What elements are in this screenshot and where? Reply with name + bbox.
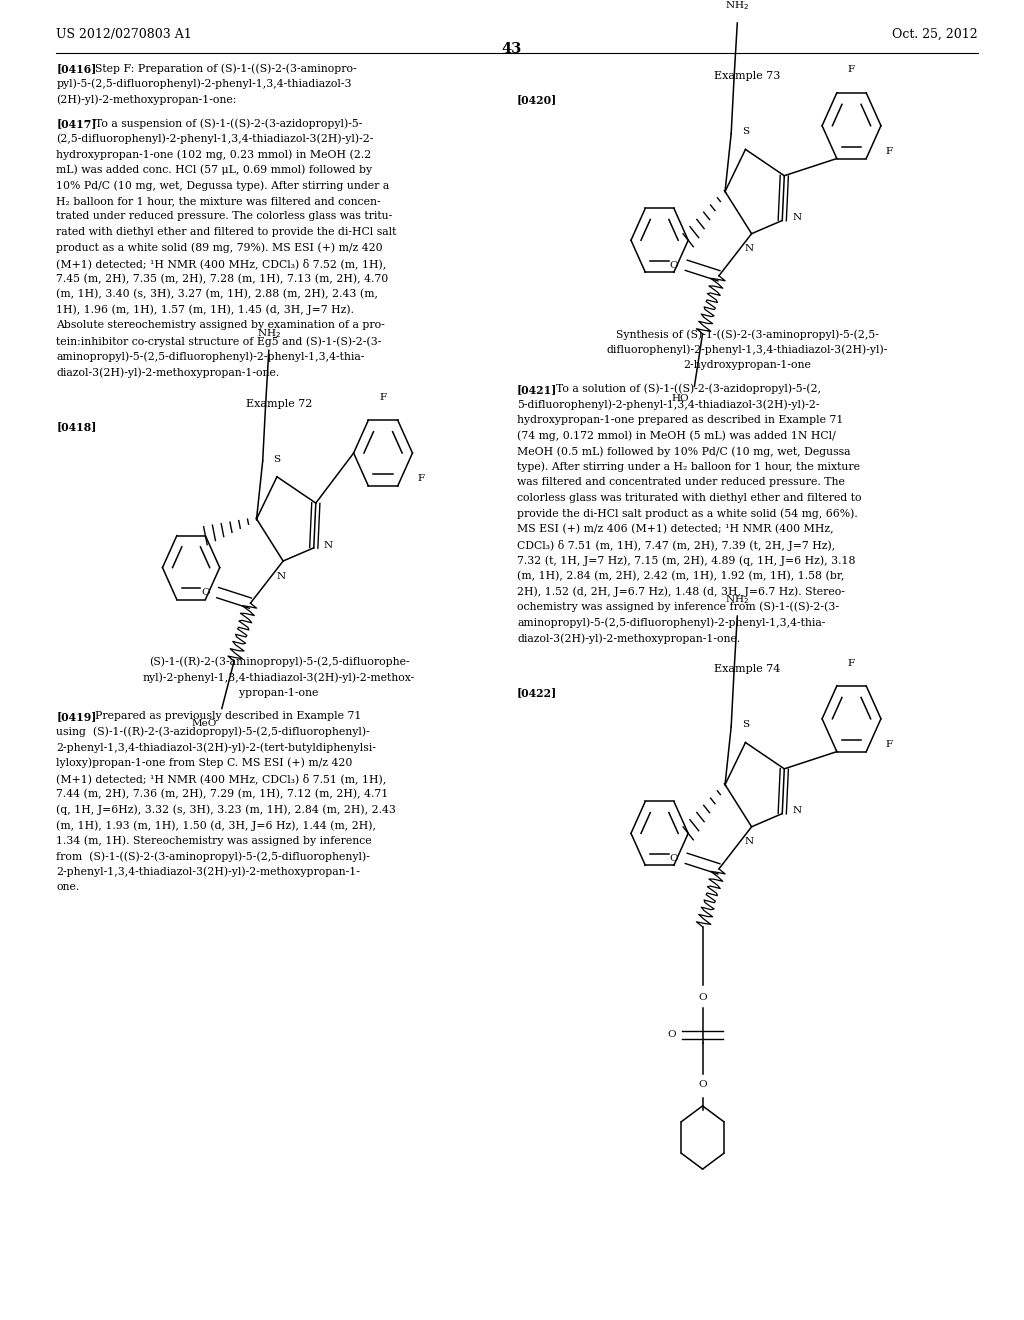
Text: To a suspension of (S)-1-((S)-2-(3-azidopropyl)-5-: To a suspension of (S)-1-((S)-2-(3-azido… <box>95 117 362 128</box>
Text: (S)-1-((R)-2-(3-aminopropyl)-5-(2,5-difluorophe-: (S)-1-((R)-2-(3-aminopropyl)-5-(2,5-difl… <box>148 656 410 667</box>
Text: O: O <box>670 261 678 269</box>
Text: using  (S)-1-((R)-2-(3-azidopropyl)-5-(2,5-difluorophenyl)-: using (S)-1-((R)-2-(3-azidopropyl)-5-(2,… <box>56 727 370 738</box>
Text: F: F <box>380 393 387 401</box>
Text: hydroxypropan-1-one prepared as described in Example 71: hydroxypropan-1-one prepared as describe… <box>517 414 844 425</box>
Text: tein:inhibitor co-crystal structure of Eg5 and (S)-1-(S)-2-(3-: tein:inhibitor co-crystal structure of E… <box>56 337 382 347</box>
Text: NH$_2$: NH$_2$ <box>257 327 281 339</box>
Text: N: N <box>745 837 754 846</box>
Text: Oct. 25, 2012: Oct. 25, 2012 <box>892 28 978 41</box>
Text: 5-difluorophenyl)-2-phenyl-1,3,4-thiadiazol-3(2H)-yl)-2-: 5-difluorophenyl)-2-phenyl-1,3,4-thiadia… <box>517 400 819 411</box>
Text: F: F <box>848 66 855 74</box>
Text: aminopropyl)-5-(2,5-difluorophenyl)-2-phenyl-1,3,4-thia-: aminopropyl)-5-(2,5-difluorophenyl)-2-ph… <box>56 351 365 362</box>
Text: 7.44 (m, 2H), 7.36 (m, 2H), 7.29 (m, 1H), 7.12 (m, 2H), 4.71: 7.44 (m, 2H), 7.36 (m, 2H), 7.29 (m, 1H)… <box>56 789 388 800</box>
Text: Prepared as previously described in Example 71: Prepared as previously described in Exam… <box>95 711 361 721</box>
Text: one.: one. <box>56 883 80 892</box>
Text: S: S <box>742 721 749 729</box>
Text: F: F <box>848 659 855 668</box>
Text: aminopropyl)-5-(2,5-difluorophenyl)-2-phenyl-1,3,4-thia-: aminopropyl)-5-(2,5-difluorophenyl)-2-ph… <box>517 618 825 628</box>
Text: [0421]: [0421] <box>517 384 557 395</box>
Text: diazol-3(2H)-yl)-2-methoxypropan-1-one.: diazol-3(2H)-yl)-2-methoxypropan-1-one. <box>517 634 740 644</box>
Text: (m, 1H), 1.93 (m, 1H), 1.50 (d, 3H, J=6 Hz), 1.44 (m, 2H),: (m, 1H), 1.93 (m, 1H), 1.50 (d, 3H, J=6 … <box>56 820 377 830</box>
Text: (q, 1H, J=6Hz), 3.32 (s, 3H), 3.23 (m, 1H), 2.84 (m, 2H), 2.43: (q, 1H, J=6Hz), 3.32 (s, 3H), 3.23 (m, 1… <box>56 805 396 816</box>
Text: N: N <box>324 541 333 549</box>
Text: N: N <box>793 807 802 816</box>
Text: 2-phenyl-1,3,4-thiadiazol-3(2H)-yl)-2-(tert-butyldiphenylsi-: 2-phenyl-1,3,4-thiadiazol-3(2H)-yl)-2-(t… <box>56 742 376 752</box>
Text: (2,5-difluorophenyl)-2-phenyl-1,3,4-thiadiazol-3(2H)-yl)-2-: (2,5-difluorophenyl)-2-phenyl-1,3,4-thia… <box>56 133 374 144</box>
Text: provide the di-HCl salt product as a white solid (54 mg, 66%).: provide the di-HCl salt product as a whi… <box>517 508 858 519</box>
Text: MeO: MeO <box>191 719 217 729</box>
Text: H₂ balloon for 1 hour, the mixture was filtered and concen-: H₂ balloon for 1 hour, the mixture was f… <box>56 195 381 206</box>
Text: (2H)-yl)-2-methoxypropan-1-one:: (2H)-yl)-2-methoxypropan-1-one: <box>56 95 237 106</box>
Text: 2-phenyl-1,3,4-thiadiazol-3(2H)-yl)-2-methoxypropan-1-: 2-phenyl-1,3,4-thiadiazol-3(2H)-yl)-2-me… <box>56 867 360 878</box>
Text: S: S <box>273 454 281 463</box>
Text: F: F <box>886 147 893 156</box>
Text: (m, 1H), 3.40 (s, 3H), 3.27 (m, 1H), 2.88 (m, 2H), 2.43 (m,: (m, 1H), 3.40 (s, 3H), 3.27 (m, 1H), 2.8… <box>56 289 378 300</box>
Text: (74 mg, 0.172 mmol) in MeOH (5 mL) was added 1N HCl/: (74 mg, 0.172 mmol) in MeOH (5 mL) was a… <box>517 430 836 441</box>
Text: from  (S)-1-((S)-2-(3-aminopropyl)-5-(2,5-difluorophenyl)-: from (S)-1-((S)-2-(3-aminopropyl)-5-(2,5… <box>56 851 371 862</box>
Text: MeOH (0.5 mL) followed by 10% Pd/C (10 mg, wet, Degussa: MeOH (0.5 mL) followed by 10% Pd/C (10 m… <box>517 446 851 457</box>
Text: Synthesis of (S)-1-((S)-2-(3-aminopropyl)-5-(2,5-: Synthesis of (S)-1-((S)-2-(3-aminopropyl… <box>616 329 879 339</box>
Text: HO: HO <box>672 395 689 404</box>
Text: nyl)-2-phenyl-1,3,4-thiadiazol-3(2H)-yl)-2-methox-: nyl)-2-phenyl-1,3,4-thiadiazol-3(2H)-yl)… <box>143 672 415 682</box>
Text: S: S <box>742 127 749 136</box>
Text: lyloxy)propan-1-one from Step C. MS ESI (+) m/z 420: lyloxy)propan-1-one from Step C. MS ESI … <box>56 758 352 768</box>
Text: (M+1) detected; ¹H NMR (400 MHz, CDCl₃) δ 7.52 (m, 1H),: (M+1) detected; ¹H NMR (400 MHz, CDCl₃) … <box>56 259 387 269</box>
Text: [0416]: [0416] <box>56 63 96 74</box>
Text: O: O <box>698 1080 707 1089</box>
Text: N: N <box>793 214 802 222</box>
Text: [0420]: [0420] <box>517 94 557 104</box>
Text: Absolute stereochemistry assigned by examination of a pro-: Absolute stereochemistry assigned by exa… <box>56 321 385 330</box>
Text: [0419]: [0419] <box>56 711 96 722</box>
Text: pyl)-5-(2,5-difluorophenyl)-2-phenyl-1,3,4-thiadiazol-3: pyl)-5-(2,5-difluorophenyl)-2-phenyl-1,3… <box>56 79 352 90</box>
Text: (M+1) detected; ¹H NMR (400 MHz, CDCl₃) δ 7.51 (m, 1H),: (M+1) detected; ¹H NMR (400 MHz, CDCl₃) … <box>56 774 387 784</box>
Text: O: O <box>698 993 707 1002</box>
Text: colorless glass was triturated with diethyl ether and filtered to: colorless glass was triturated with diet… <box>517 492 861 503</box>
Text: difluorophenyl)-2-phenyl-1,3,4-thiadiazol-3(2H)-yl)-: difluorophenyl)-2-phenyl-1,3,4-thiadiazo… <box>607 345 888 355</box>
Text: O: O <box>201 589 210 597</box>
Text: 1.34 (m, 1H). Stereochemistry was assigned by inference: 1.34 (m, 1H). Stereochemistry was assign… <box>56 836 372 846</box>
Text: NH$_2$: NH$_2$ <box>725 593 750 606</box>
Text: NH$_2$: NH$_2$ <box>725 0 750 12</box>
Text: Example 72: Example 72 <box>246 399 312 409</box>
Text: was filtered and concentrated under reduced pressure. The: was filtered and concentrated under redu… <box>517 478 845 487</box>
Text: F: F <box>886 741 893 748</box>
Text: mL) was added conc. HCl (57 μL, 0.69 mmol) followed by: mL) was added conc. HCl (57 μL, 0.69 mmo… <box>56 165 373 176</box>
Text: 2H), 1.52 (d, 2H, J=6.7 Hz), 1.48 (d, 3H, J=6.7 Hz). Stereo-: 2H), 1.52 (d, 2H, J=6.7 Hz), 1.48 (d, 3H… <box>517 586 845 597</box>
Text: 10% Pd/C (10 mg, wet, Degussa type). After stirring under a: 10% Pd/C (10 mg, wet, Degussa type). Aft… <box>56 181 389 191</box>
Text: 2-hydroxypropan-1-one: 2-hydroxypropan-1-one <box>684 360 811 370</box>
Text: Example 74: Example 74 <box>715 664 780 675</box>
Text: ochemistry was assigned by inference from (S)-1-((S)-2-(3-: ochemistry was assigned by inference fro… <box>517 602 839 612</box>
Text: diazol-3(2H)-yl)-2-methoxypropan-1-one.: diazol-3(2H)-yl)-2-methoxypropan-1-one. <box>56 367 280 378</box>
Text: rated with diethyl ether and filtered to provide the di-HCl salt: rated with diethyl ether and filtered to… <box>56 227 396 238</box>
Text: 43: 43 <box>502 42 522 57</box>
Text: 7.32 (t, 1H, J=7 Hz), 7.15 (m, 2H), 4.89 (q, 1H, J=6 Hz), 3.18: 7.32 (t, 1H, J=7 Hz), 7.15 (m, 2H), 4.89… <box>517 556 856 566</box>
Text: [0418]: [0418] <box>56 421 96 432</box>
Text: type). After stirring under a H₂ balloon for 1 hour, the mixture: type). After stirring under a H₂ balloon… <box>517 462 860 473</box>
Text: US 2012/0270803 A1: US 2012/0270803 A1 <box>56 28 193 41</box>
Text: N: N <box>745 244 754 253</box>
Text: CDCl₃) δ 7.51 (m, 1H), 7.47 (m, 2H), 7.39 (t, 2H, J=7 Hz),: CDCl₃) δ 7.51 (m, 1H), 7.47 (m, 2H), 7.3… <box>517 540 836 550</box>
Text: N: N <box>276 572 286 581</box>
Text: Step F: Preparation of (S)-1-((S)-2-(3-aminopro-: Step F: Preparation of (S)-1-((S)-2-(3-a… <box>95 63 356 74</box>
Text: To a solution of (S)-1-((S)-2-(3-azidopropyl)-5-(2,: To a solution of (S)-1-((S)-2-(3-azidopr… <box>556 384 821 395</box>
Text: F: F <box>418 474 425 483</box>
Text: 7.45 (m, 2H), 7.35 (m, 2H), 7.28 (m, 1H), 7.13 (m, 2H), 4.70: 7.45 (m, 2H), 7.35 (m, 2H), 7.28 (m, 1H)… <box>56 273 388 284</box>
Text: product as a white solid (89 mg, 79%). MS ESI (+) m/z 420: product as a white solid (89 mg, 79%). M… <box>56 243 383 253</box>
Text: Example 73: Example 73 <box>715 71 780 82</box>
Text: [0417]: [0417] <box>56 117 97 129</box>
Text: trated under reduced pressure. The colorless glass was tritu-: trated under reduced pressure. The color… <box>56 211 392 222</box>
Text: ypropan-1-one: ypropan-1-one <box>240 688 318 697</box>
Text: MS ESI (+) m/z 406 (M+1) detected; ¹H NMR (400 MHz,: MS ESI (+) m/z 406 (M+1) detected; ¹H NM… <box>517 524 834 535</box>
Text: 1H), 1.96 (m, 1H), 1.57 (m, 1H), 1.45 (d, 3H, J=7 Hz).: 1H), 1.96 (m, 1H), 1.57 (m, 1H), 1.45 (d… <box>56 305 354 315</box>
Text: [0422]: [0422] <box>517 686 557 698</box>
Text: hydroxypropan-1-one (102 mg, 0.23 mmol) in MeOH (2.2: hydroxypropan-1-one (102 mg, 0.23 mmol) … <box>56 149 372 160</box>
Text: (m, 1H), 2.84 (m, 2H), 2.42 (m, 1H), 1.92 (m, 1H), 1.58 (br,: (m, 1H), 2.84 (m, 2H), 2.42 (m, 1H), 1.9… <box>517 570 845 581</box>
Text: O: O <box>670 854 678 863</box>
Text: O: O <box>668 1031 676 1039</box>
